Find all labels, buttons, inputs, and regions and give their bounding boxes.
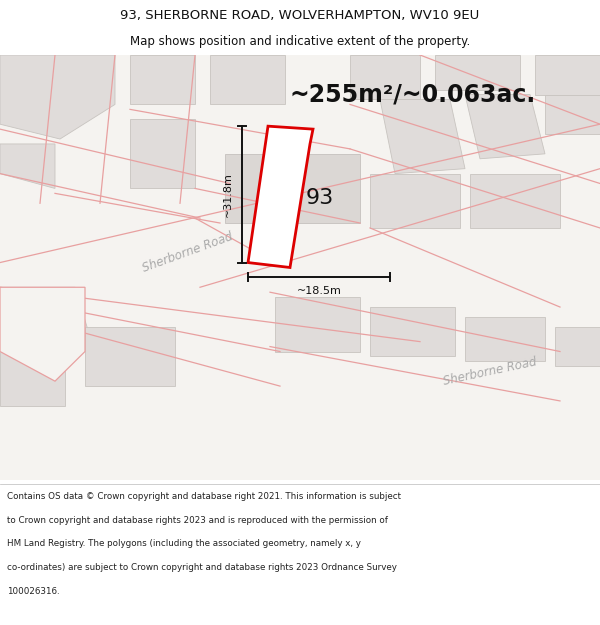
Polygon shape: [465, 317, 545, 361]
Polygon shape: [275, 297, 360, 351]
Polygon shape: [0, 55, 115, 139]
Polygon shape: [535, 55, 600, 94]
Text: 100026316.: 100026316.: [7, 588, 60, 596]
Polygon shape: [0, 144, 55, 188]
Text: Contains OS data © Crown copyright and database right 2021. This information is : Contains OS data © Crown copyright and d…: [7, 492, 401, 501]
Text: ~18.5m: ~18.5m: [296, 286, 341, 296]
Text: co-ordinates) are subject to Crown copyright and database rights 2023 Ordnance S: co-ordinates) are subject to Crown copyr…: [7, 563, 397, 572]
Text: Sherborne Road: Sherborne Road: [141, 230, 235, 275]
Polygon shape: [470, 174, 560, 228]
Polygon shape: [130, 55, 195, 104]
Text: 93: 93: [306, 188, 334, 208]
Polygon shape: [465, 94, 545, 159]
Text: Map shows position and indicative extent of the property.: Map shows position and indicative extent…: [130, 35, 470, 48]
Text: HM Land Registry. The polygons (including the associated geometry, namely x, y: HM Land Registry. The polygons (includin…: [7, 539, 361, 549]
Text: ~255m²/~0.063ac.: ~255m²/~0.063ac.: [290, 82, 536, 106]
Polygon shape: [545, 94, 600, 134]
Polygon shape: [555, 327, 600, 366]
Polygon shape: [210, 55, 285, 104]
Polygon shape: [225, 154, 360, 223]
Polygon shape: [0, 351, 65, 406]
Polygon shape: [370, 174, 460, 228]
Polygon shape: [0, 288, 85, 337]
Polygon shape: [0, 288, 90, 337]
Text: to Crown copyright and database rights 2023 and is reproduced with the permissio: to Crown copyright and database rights 2…: [7, 516, 388, 524]
Text: ~31.8m: ~31.8m: [223, 172, 233, 217]
Text: Sherborne Road: Sherborne Road: [442, 355, 538, 388]
Polygon shape: [130, 119, 195, 188]
Text: 93, SHERBORNE ROAD, WOLVERHAMPTON, WV10 9EU: 93, SHERBORNE ROAD, WOLVERHAMPTON, WV10 …: [121, 9, 479, 22]
Polygon shape: [85, 327, 175, 386]
Polygon shape: [380, 99, 465, 174]
Polygon shape: [370, 307, 455, 356]
Polygon shape: [435, 55, 520, 89]
Polygon shape: [0, 288, 85, 381]
Polygon shape: [350, 55, 420, 99]
Polygon shape: [248, 126, 313, 268]
